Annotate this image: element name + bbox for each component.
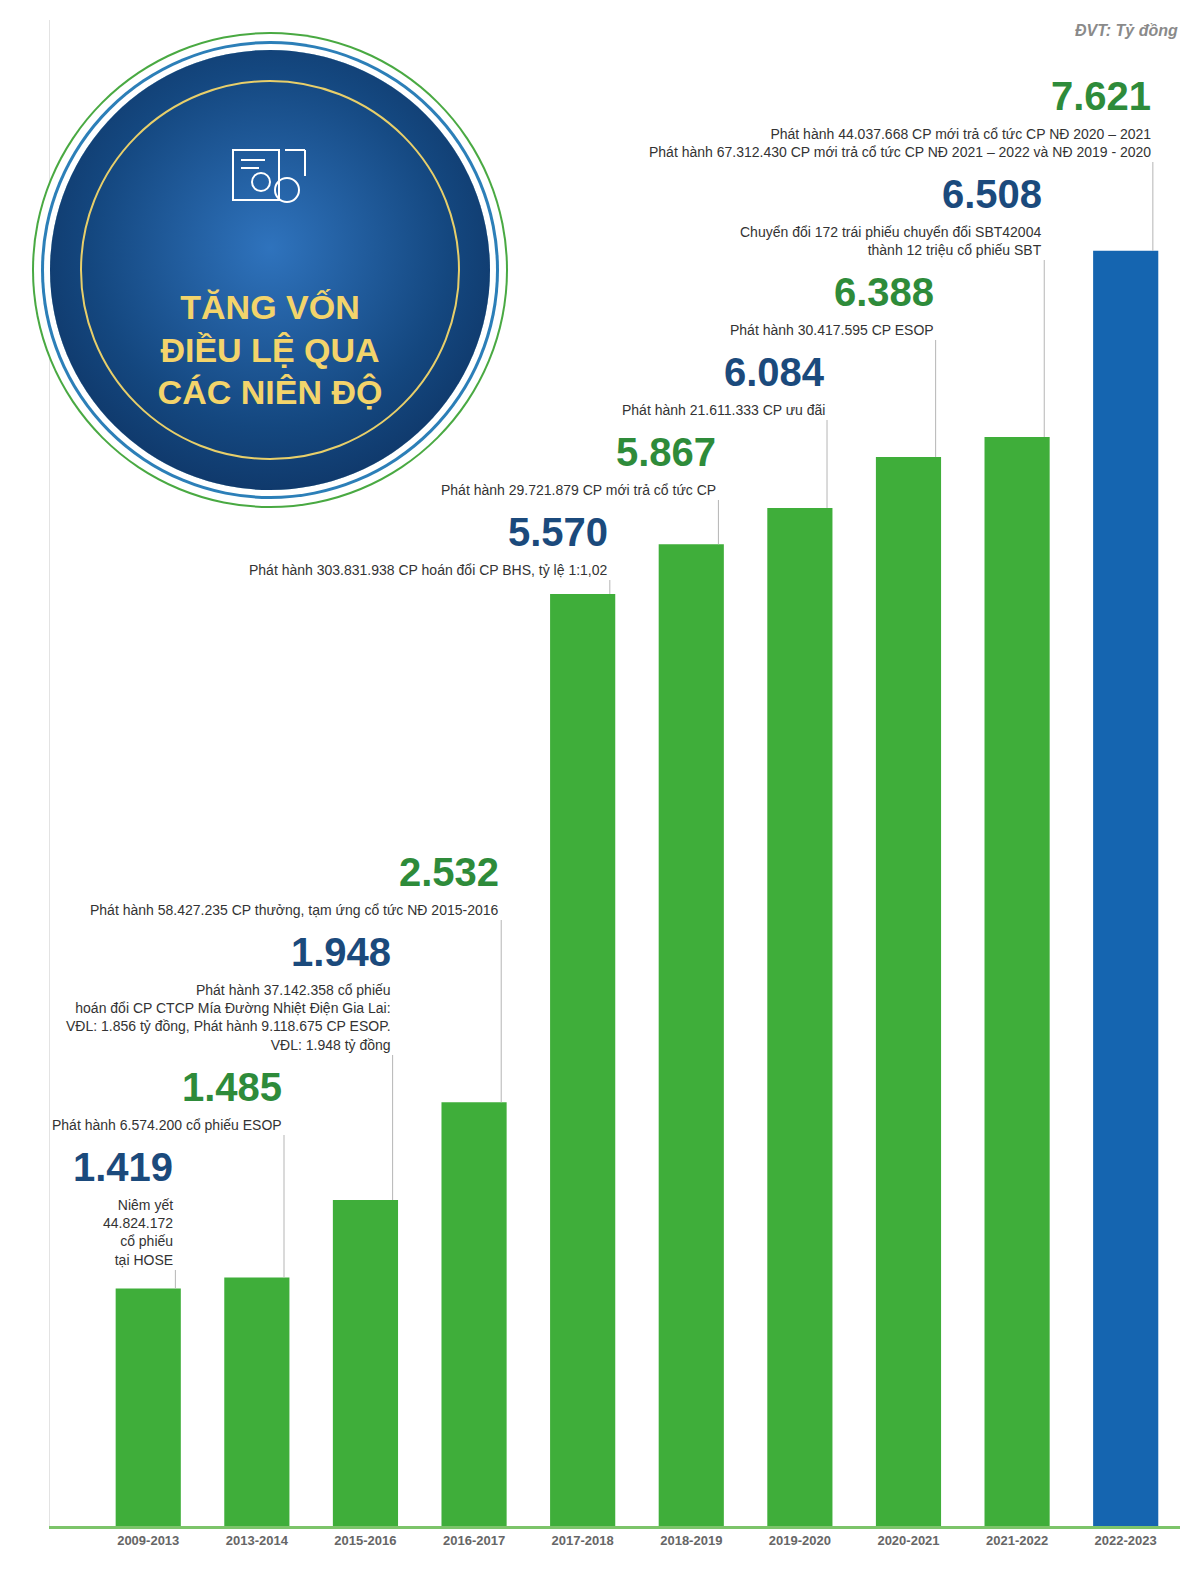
svg-text:6.388: 6.388	[834, 270, 934, 314]
svg-text:Phát hành 58.427.235 CP thưởng: Phát hành 58.427.235 CP thưởng, tạm ứng …	[90, 902, 499, 918]
html-text:TĂNG VỐN ĐIỀU LỆ QUA CÁC NIÊN: TĂNG VỐN ĐIỀU LỆ QUA CÁC NIÊN ĐỘ	[157, 288, 383, 412]
svg-text:2016-2017: 2016-2017	[443, 1533, 505, 1548]
svg-text:2013-2014: 2013-2014	[226, 1533, 289, 1548]
svg-text:2019-2020: 2019-2020	[769, 1533, 831, 1548]
svg-text:5.867: 5.867	[616, 430, 716, 474]
svg-text:Phát hành 37.142.358 cổ phiếuh: Phát hành 37.142.358 cổ phiếuhoán đổi CP…	[66, 982, 391, 1053]
svg-text:Niêm yết44.824.172cổ phiếutại: Niêm yết44.824.172cổ phiếutại HOSE	[103, 1197, 173, 1268]
svg-text:2021-2022: 2021-2022	[986, 1533, 1048, 1548]
svg-text:1.948: 1.948	[291, 930, 391, 974]
svg-text:1.485: 1.485	[182, 1065, 282, 1109]
svg-text:Chuyển đổi 172 trái phiếu chuy: Chuyển đổi 172 trái phiếu chuyển đổi SBT…	[740, 224, 1042, 258]
svg-text:2015-2016: 2015-2016	[334, 1533, 396, 1548]
svg-text:2020-2021: 2020-2021	[877, 1533, 939, 1548]
svg-text:Phát hành 29.721.879 CP mới tr: Phát hành 29.721.879 CP mới trả cổ tức C…	[441, 482, 716, 498]
svg-text:1.419: 1.419	[73, 1145, 173, 1189]
svg-text:7.621: 7.621	[1051, 74, 1151, 118]
svg-text:Phát hành 30.417.595 CP ESOP: Phát hành 30.417.595 CP ESOP	[730, 322, 934, 338]
svg-text:2018-2019: 2018-2019	[660, 1533, 722, 1548]
svg-text:Phát hành 44.037.668 CP mới tr: Phát hành 44.037.668 CP mới trả cổ tức C…	[649, 126, 1151, 160]
svg-text:2009-2013: 2009-2013	[117, 1533, 179, 1548]
svg-text:5.570: 5.570	[508, 510, 608, 554]
svg-text:2.532: 2.532	[399, 850, 499, 894]
svg-text:2017-2018: 2017-2018	[552, 1533, 614, 1548]
svg-text:2022-2023: 2022-2023	[1095, 1533, 1157, 1548]
svg-text:Phát hành 6.574.200 cổ phiếu E: Phát hành 6.574.200 cổ phiếu ESOP	[52, 1117, 282, 1133]
svg-text:6.508: 6.508	[942, 172, 1042, 216]
svg-text:6.084: 6.084	[724, 350, 825, 394]
svg-text:ĐVT: Tỷ đồng: ĐVT: Tỷ đồng	[1075, 22, 1178, 39]
svg-text:Phát hành 303.831.938 CP hoán: Phát hành 303.831.938 CP hoán đổi CP BHS…	[249, 562, 608, 578]
svg-text:Phát hành 21.611.333 CP ưu đãi: Phát hành 21.611.333 CP ưu đãi	[622, 402, 825, 418]
